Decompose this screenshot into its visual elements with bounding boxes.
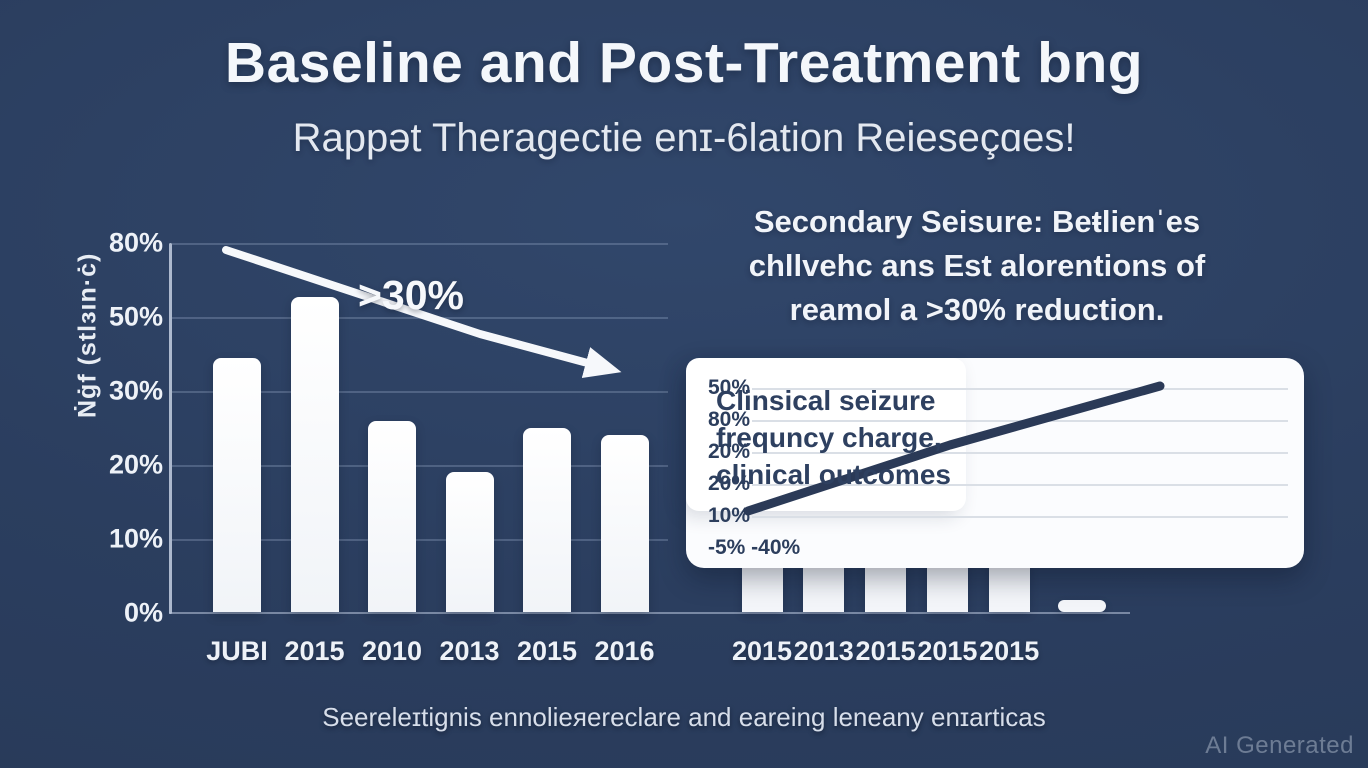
bar bbox=[290, 297, 339, 612]
inset-y-tick-label: -5% -40% bbox=[708, 536, 801, 559]
secondary-outcome-line3: reamol a >30% reduction. bbox=[789, 292, 1165, 327]
x-tick-label: 2015 bbox=[516, 636, 578, 666]
inset-line-chart-panel: 50% 80% 20% 20% 10% -5% -40% Clinsical seizur… bbox=[686, 358, 1304, 568]
secondary-outcome-line2: chllvehc ans Est alorentions of bbox=[748, 248, 1206, 283]
page-title: Baseline and Post-Treatment bng bbox=[224, 31, 1144, 95]
secondary-outcome-text: Secondary Seisure: Beŧlienˈes chllvehc a… bbox=[688, 200, 1266, 332]
bottom-caption: Seereleɪtignis ennolieяereclare and eare… bbox=[322, 702, 1046, 732]
gridline bbox=[172, 391, 668, 393]
bar bbox=[368, 420, 416, 612]
x-tick-label: 2016 bbox=[594, 636, 655, 666]
x-tick-label: 2013 bbox=[439, 636, 500, 666]
y-tick-label: 0% bbox=[123, 597, 163, 628]
y-tick-label: 80% bbox=[108, 227, 163, 258]
x-tick-label: 2013 bbox=[793, 636, 854, 666]
bar bbox=[213, 357, 261, 612]
x-axis-line bbox=[169, 612, 1130, 614]
inset-y-tick-label: 80% bbox=[708, 408, 751, 431]
inset-y-tick-label: 10% bbox=[708, 504, 751, 527]
y-tick-label: 20% bbox=[108, 449, 163, 480]
left-chart-y-axis-line bbox=[169, 243, 172, 614]
x-tick-label: 2015 bbox=[917, 636, 978, 666]
inset-y-tick-label: 20% bbox=[708, 440, 751, 463]
bar bbox=[523, 428, 571, 612]
reduction-annotation: >30% bbox=[357, 272, 464, 318]
bar bbox=[600, 435, 649, 612]
gridline bbox=[172, 465, 668, 467]
inset-gridline bbox=[752, 516, 1288, 518]
bar bbox=[445, 472, 494, 612]
y-tick-label: 30% bbox=[108, 375, 163, 406]
y-tick-label: 10% bbox=[108, 523, 163, 554]
x-tick-label: 2015 bbox=[731, 636, 793, 666]
rising-trend-line bbox=[743, 381, 1165, 516]
inset-y-tick-label: 50% bbox=[708, 376, 751, 399]
x-tick-label: JUBI bbox=[206, 636, 268, 666]
inset-gridline bbox=[752, 452, 1288, 454]
x-tick-label: 2015 bbox=[855, 636, 916, 666]
short-bar bbox=[1058, 600, 1106, 612]
clinical-outcomes-card-text: Clinsical seizure frequncy charge, clini… bbox=[716, 385, 951, 490]
x-tick-label: 2015 bbox=[979, 636, 1040, 666]
secondary-outcome-line1: Secondary Seisure: Beŧlienˈes bbox=[753, 204, 1201, 239]
clinical-outcomes-card: Clinsical seizure frequncy charge, clini… bbox=[686, 358, 966, 511]
gridline bbox=[172, 243, 668, 245]
x-tick-label: 2015 bbox=[284, 636, 345, 666]
x-tick-label: 2010 bbox=[361, 636, 423, 666]
ai-generated-watermark: AI Generated bbox=[1205, 732, 1354, 759]
inset-gridline bbox=[752, 388, 1288, 390]
page-subtitle: Rappət Theragectie enɪ-6lation Reieseçɑe… bbox=[292, 116, 1076, 160]
inset-gridline bbox=[752, 484, 1288, 486]
y-tick-label: 50% bbox=[108, 301, 163, 332]
inset-y-tick-label: 20% bbox=[708, 472, 751, 495]
gridline bbox=[172, 539, 668, 541]
